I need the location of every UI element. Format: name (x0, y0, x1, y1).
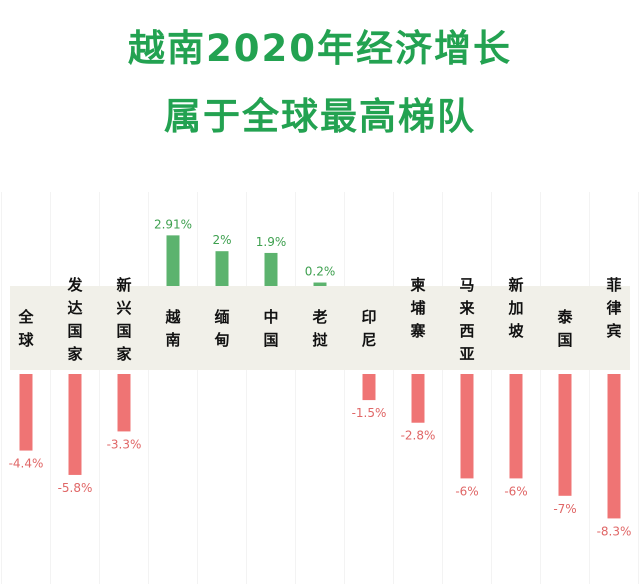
bar-1 (68, 374, 82, 475)
category-label: 新兴国家 (116, 276, 131, 363)
category-label: 柬埔寨 (409, 276, 426, 340)
value-label: -5.8% (58, 481, 93, 495)
category-label: 越南 (164, 308, 181, 349)
category-label: 马来西亚 (458, 276, 475, 363)
value-label: -1.5% (352, 406, 387, 420)
value-label: -6% (455, 484, 478, 498)
category-label: 发达国家 (66, 276, 83, 363)
bar-9 (460, 374, 474, 479)
value-label: 0.2% (305, 265, 336, 279)
category-label: 全球 (17, 308, 34, 349)
bar-6 (313, 282, 327, 286)
bar-12 (607, 374, 621, 519)
category-label: 印尼 (361, 308, 376, 349)
value-label: -8.3% (597, 524, 632, 538)
bar-10 (509, 374, 523, 479)
chart-title: 越南2020年经济增长 (128, 27, 512, 70)
category-label: 老挝 (311, 308, 328, 349)
bar-2 (117, 374, 131, 432)
value-label: 2% (212, 233, 231, 247)
value-label: -7% (553, 502, 576, 516)
category-label: 缅甸 (213, 308, 229, 349)
value-label: -2.8% (401, 429, 436, 443)
category-label: 新加坡 (507, 276, 523, 340)
chart-subtitle: 属于全球最高梯队 (164, 95, 476, 138)
bar-7 (362, 374, 376, 401)
bar-5 (264, 252, 278, 286)
category-label: 中国 (263, 308, 278, 349)
bar-0 (19, 374, 33, 451)
category-label: 菲律宾 (605, 276, 621, 340)
bar-4 (215, 251, 229, 286)
value-label: -3.3% (107, 437, 142, 451)
value-label: 1.9% (256, 235, 287, 249)
value-label: 2.91% (154, 217, 192, 231)
label-band (10, 286, 630, 370)
bar-8 (411, 374, 425, 423)
value-label: -4.4% (9, 457, 44, 471)
category-label: 泰国 (556, 308, 573, 349)
bar-3 (166, 235, 180, 286)
value-label: -6% (504, 484, 527, 498)
bar-11 (558, 374, 572, 496)
